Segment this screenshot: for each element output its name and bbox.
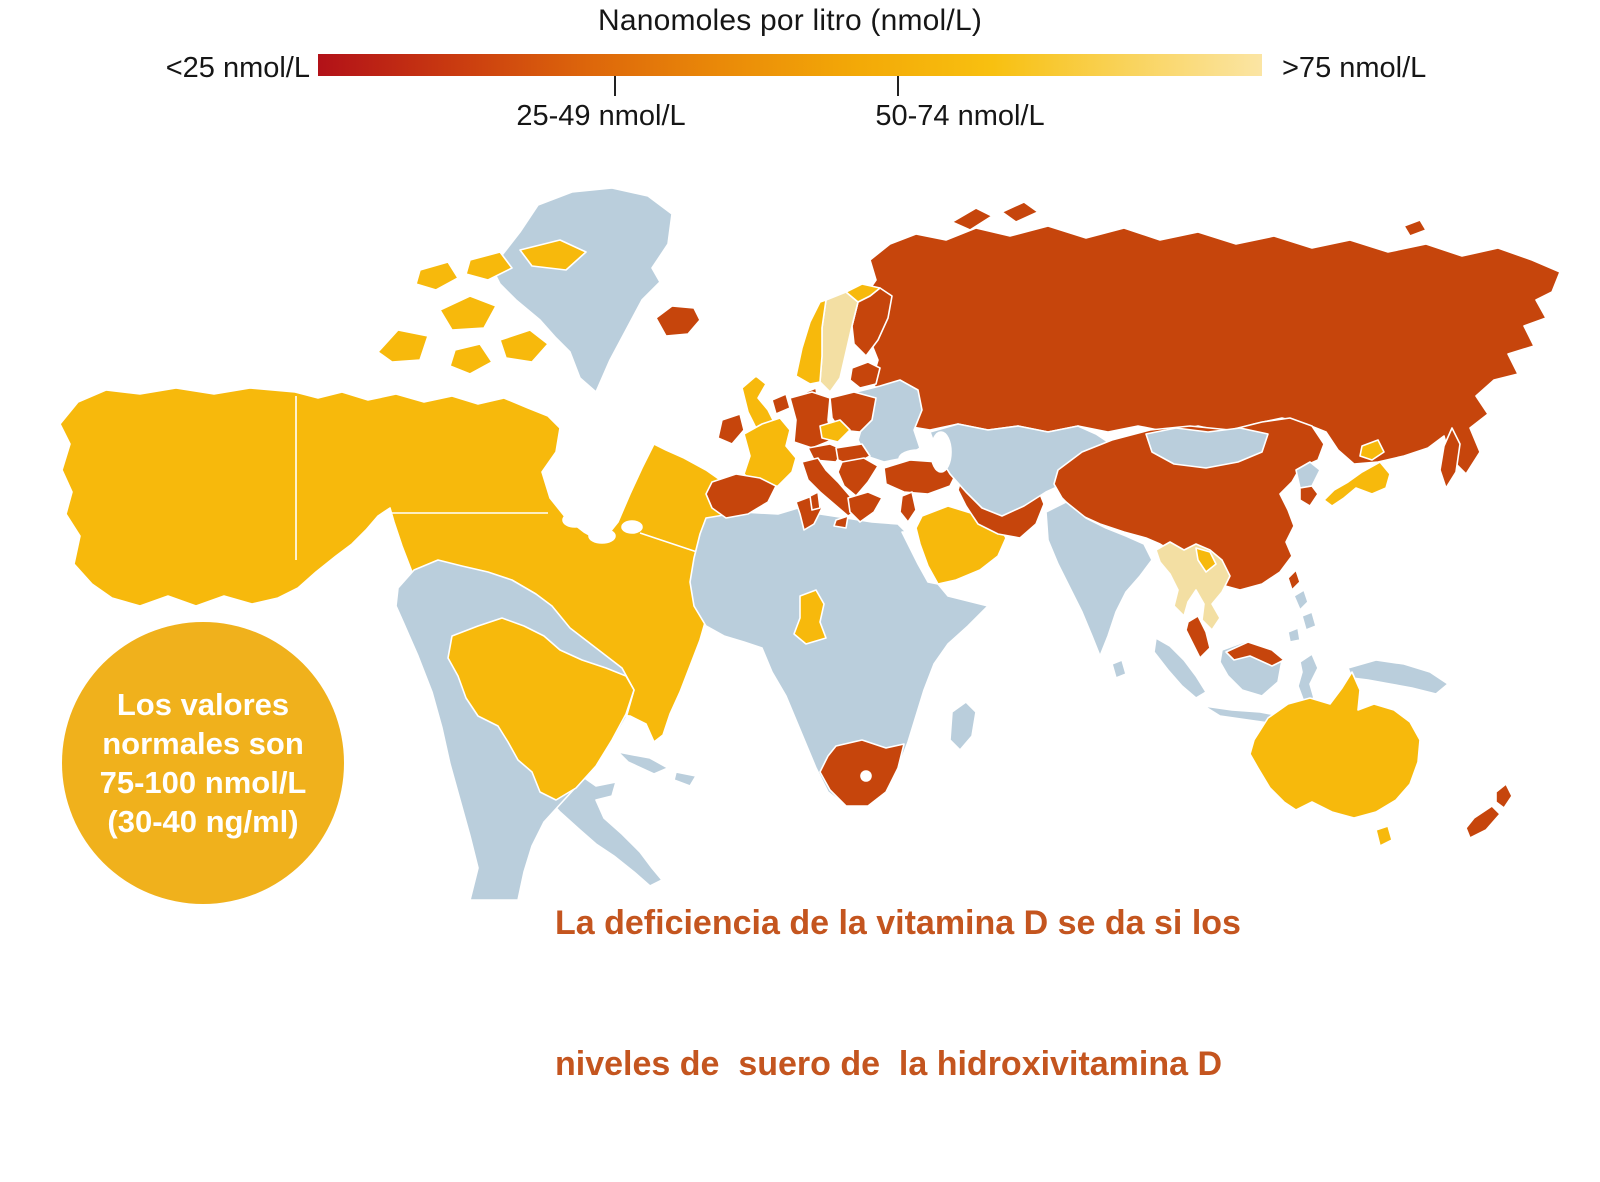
region-arctic-islands xyxy=(465,251,513,281)
region-sakhalin xyxy=(1439,427,1461,489)
region-new-zealand-south xyxy=(1465,805,1501,839)
region-laos xyxy=(1195,547,1217,573)
region-sumatra xyxy=(1153,637,1207,699)
region-mongolia xyxy=(1145,427,1269,469)
region-novaya-zemlya xyxy=(951,207,993,231)
region-balkans xyxy=(837,457,879,497)
region-philippines xyxy=(1287,627,1301,643)
deficiency-caption-line: niveles de suero de la hidroxivitamina D xyxy=(555,1045,1223,1083)
legend-label-max: >75 nmol/L xyxy=(1282,52,1427,84)
vitamin-d-infographic: Nanomoles por litro (nmol/L) <25 nmol/L … xyxy=(59,4,1561,1083)
region-sulawesi xyxy=(1297,653,1319,703)
region-arctic-islands xyxy=(415,261,459,291)
region-arctic-islands xyxy=(439,295,497,331)
region-japan xyxy=(1323,461,1391,507)
great-lakes xyxy=(588,528,616,544)
normal-values-line: 75-100 nmol/L xyxy=(99,765,307,800)
region-sicily xyxy=(833,515,849,529)
region-france xyxy=(743,417,797,489)
region-taiwan xyxy=(1287,569,1301,591)
region-ireland xyxy=(717,413,745,445)
region-arctic-islands xyxy=(377,329,429,363)
deficiency-caption-line: La deficiencia de la vitamina D se da si… xyxy=(555,904,1241,942)
region-baltics xyxy=(849,361,881,389)
great-lakes xyxy=(621,520,643,534)
region-benelux xyxy=(771,393,791,415)
deficiency-caption: La deficiencia de la vitamina D se da si… xyxy=(555,806,1241,1182)
region-india xyxy=(1045,501,1153,657)
legend-sublabel-50-74: 50-74 nmol/L xyxy=(875,100,1045,132)
region-tasmania xyxy=(1375,825,1393,847)
normal-values-line: (30-40 ng/ml) xyxy=(107,804,299,839)
legend-tick-25-49 xyxy=(614,76,616,96)
region-east-malaysia xyxy=(1225,641,1285,667)
region-greece xyxy=(847,491,883,523)
region-sri-lanka xyxy=(1111,659,1127,679)
region-norway-north xyxy=(845,283,881,303)
region-lesotho xyxy=(860,770,872,782)
region-japan-hokkaido xyxy=(1359,439,1385,461)
region-levant xyxy=(899,491,917,523)
region-novaya-zemlya xyxy=(1001,201,1039,223)
region-arctic-islands xyxy=(519,239,587,271)
normal-values-badge: Los valores normales son 75-100 nmol/L (… xyxy=(62,622,344,904)
region-australia xyxy=(1249,671,1421,819)
region-africa xyxy=(689,507,989,807)
region-philippines xyxy=(1301,611,1317,631)
region-sardinia xyxy=(809,491,821,511)
great-lakes xyxy=(562,512,588,528)
region-cuba xyxy=(617,751,669,775)
region-iberia xyxy=(705,473,777,519)
caspian-sea xyxy=(930,431,952,473)
region-norway xyxy=(795,299,827,385)
normal-values-line: normales son xyxy=(102,726,304,761)
legend-gradient-bar xyxy=(318,54,1262,76)
region-arctic-islands xyxy=(449,343,493,375)
legend-tick-50-74 xyxy=(897,76,899,96)
region-malaysia xyxy=(1185,615,1211,659)
world-map xyxy=(59,187,1561,900)
region-wrangel xyxy=(1403,219,1427,237)
region-brazil xyxy=(447,617,635,801)
region-philippines xyxy=(1293,589,1309,611)
legend-label-min: <25 nmol/L xyxy=(165,52,310,84)
normal-values-line: Los valores xyxy=(116,687,290,722)
region-madagascar xyxy=(949,701,977,751)
region-south-korea xyxy=(1299,485,1319,507)
legend-title: Nanomoles por litro (nmol/L) xyxy=(597,4,983,37)
region-iceland xyxy=(655,305,701,337)
region-czechia xyxy=(819,419,851,443)
region-north-korea xyxy=(1295,461,1321,489)
region-arctic-islands xyxy=(499,329,549,363)
region-cameroon xyxy=(793,589,827,645)
region-new-guinea xyxy=(1347,659,1449,695)
region-hispaniola xyxy=(673,771,697,787)
region-new-zealand-north xyxy=(1495,783,1513,809)
region-greenland xyxy=(491,187,673,393)
legend-sublabel-25-49: 25-49 nmol/L xyxy=(516,100,686,132)
